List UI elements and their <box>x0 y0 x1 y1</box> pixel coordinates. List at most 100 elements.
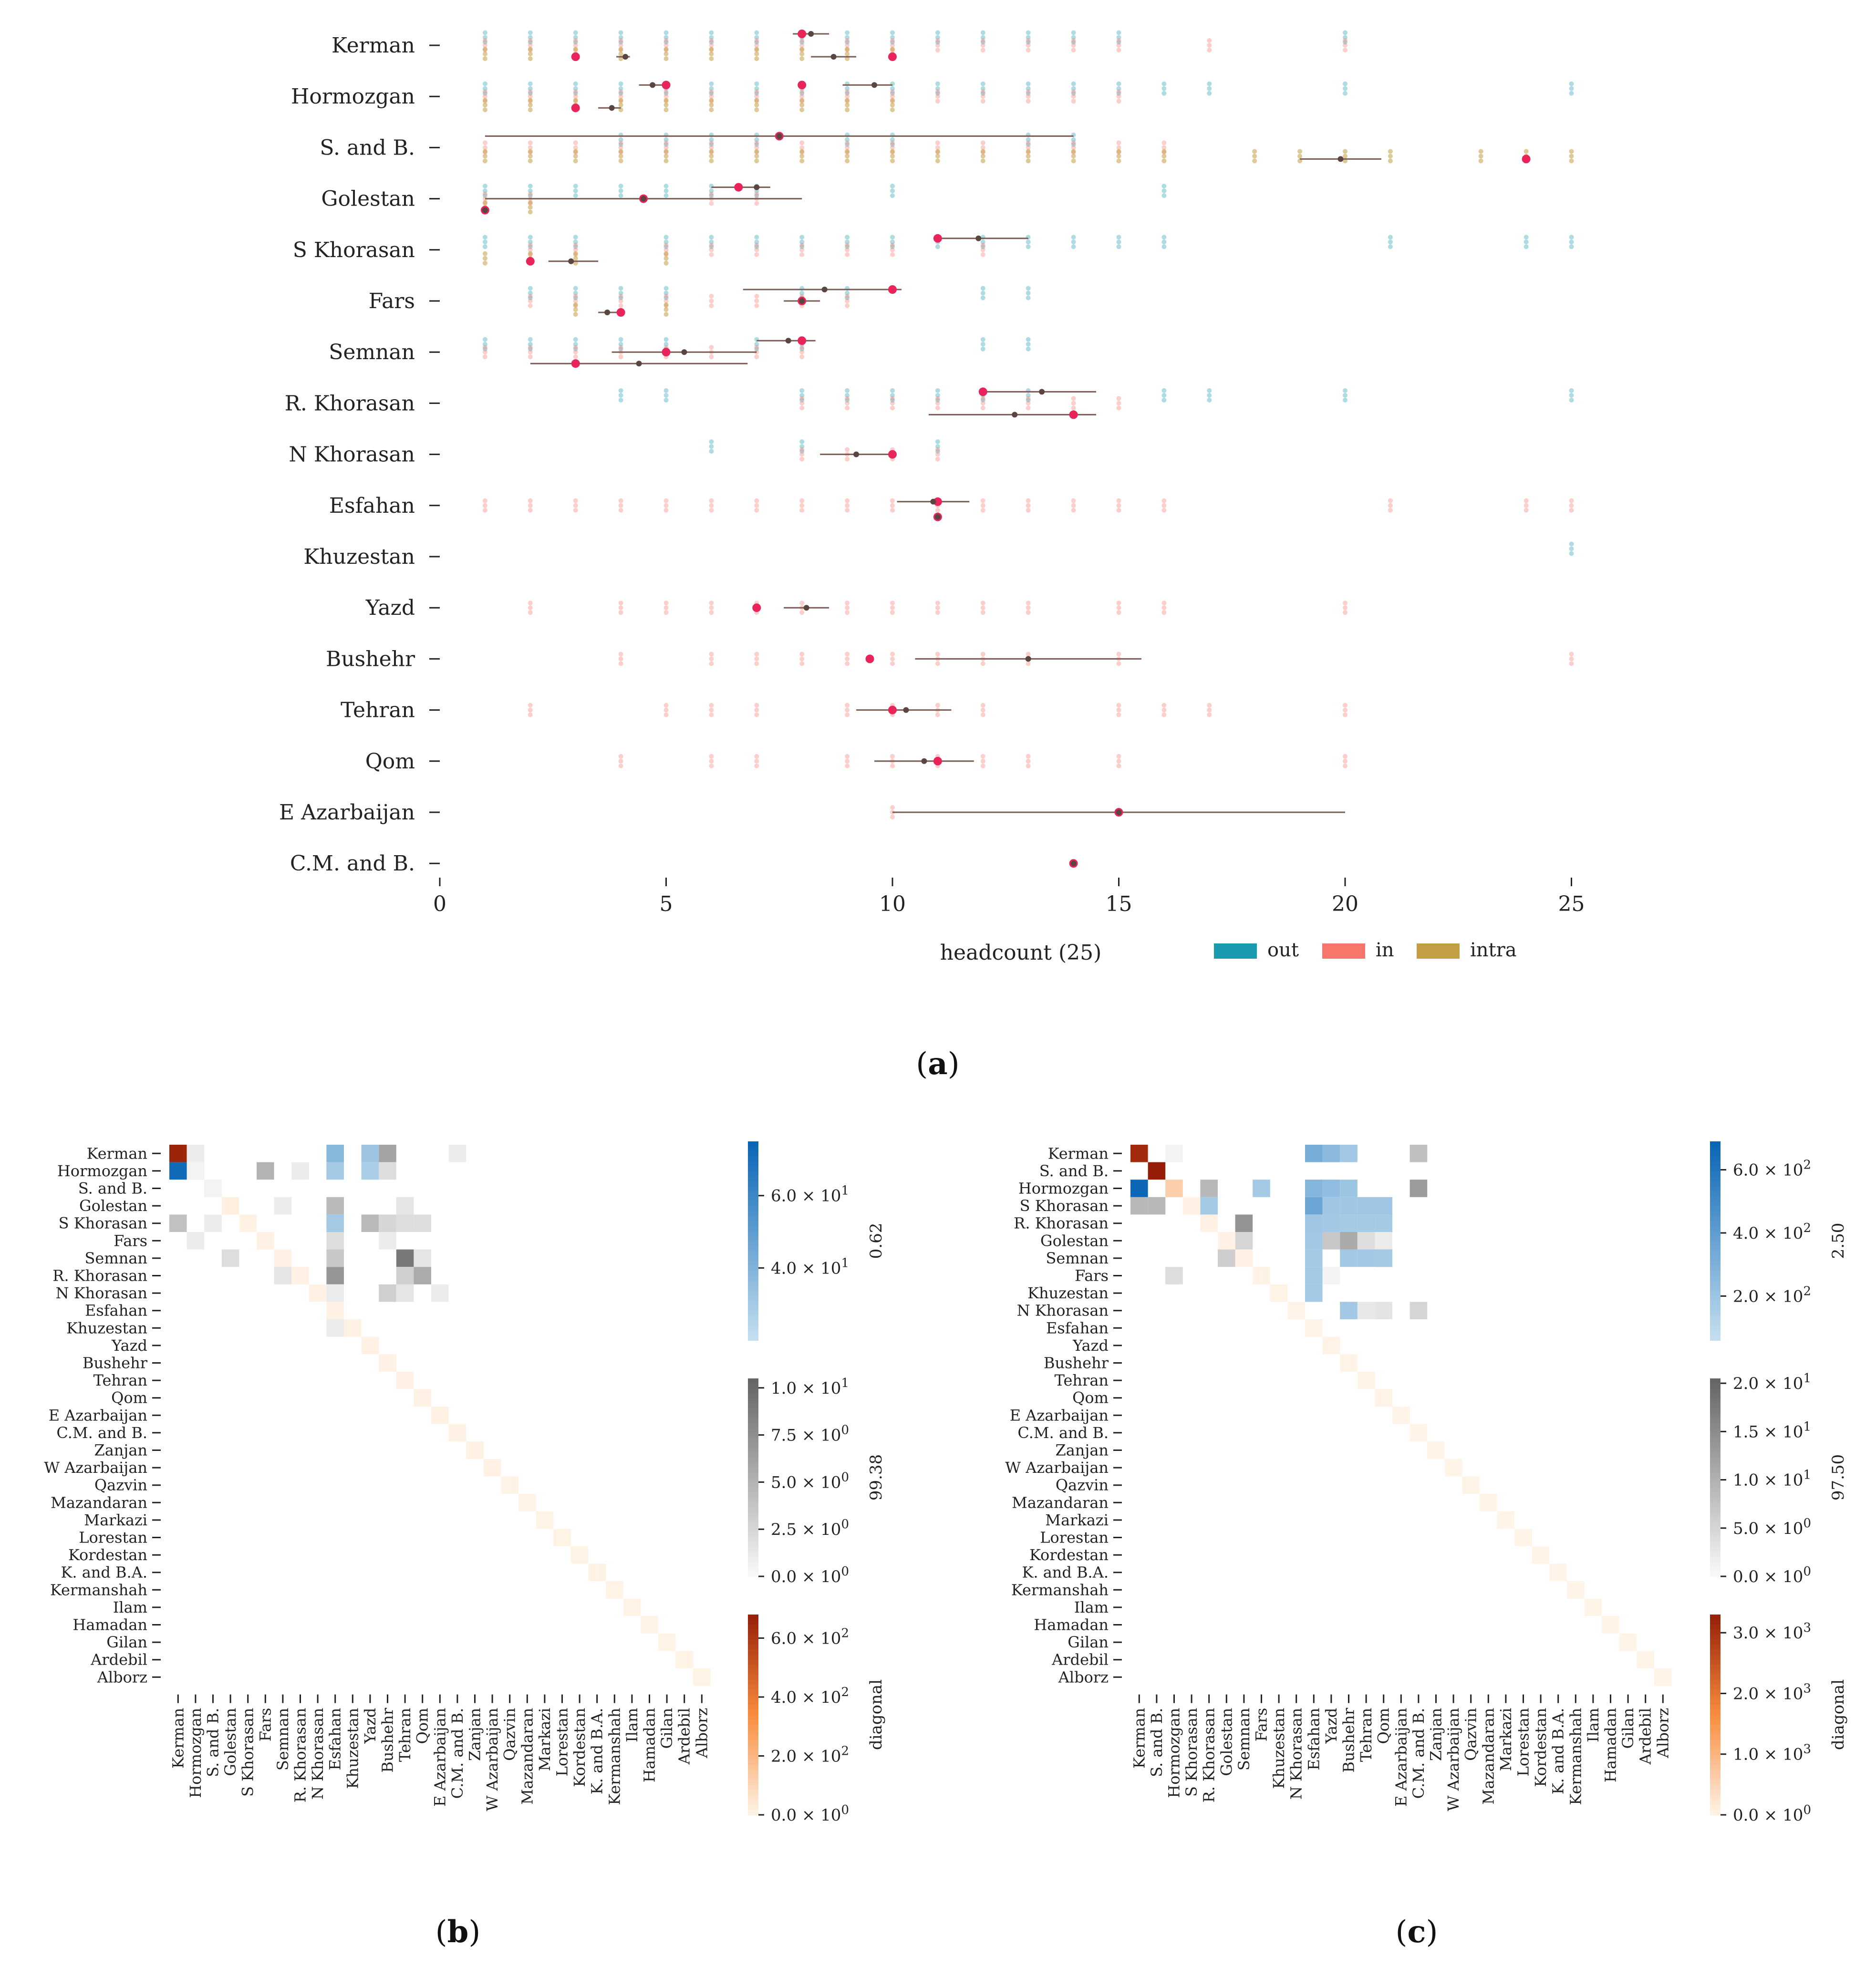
diagonal-cell <box>414 1389 431 1407</box>
in-point <box>980 610 985 615</box>
median-point <box>650 82 656 88</box>
in-point <box>935 712 940 717</box>
in-point <box>1116 405 1121 411</box>
y-tick-label: E Azarbaijan <box>49 1406 147 1424</box>
out-point <box>754 40 759 45</box>
out-point <box>528 193 533 198</box>
colorbar-segment <box>748 1542 758 1547</box>
in-point <box>663 498 669 503</box>
out-point <box>618 40 623 45</box>
out-point <box>1388 235 1393 240</box>
out-point <box>528 286 533 291</box>
grey-cell <box>361 1214 379 1232</box>
intra-point <box>618 52 623 56</box>
out-point <box>1071 40 1076 45</box>
colorbar-segment <box>748 1780 758 1785</box>
in-point <box>1207 38 1212 43</box>
out-point <box>890 40 895 45</box>
in-point <box>618 140 623 145</box>
y-tick-label: S. and B. <box>1039 1162 1109 1180</box>
in-point <box>799 661 805 666</box>
out-point <box>573 342 578 347</box>
grey-cell <box>326 1284 344 1302</box>
in-point <box>935 140 940 145</box>
out-point <box>754 346 759 352</box>
intra-point <box>1026 154 1031 159</box>
intra-point <box>890 98 895 103</box>
in-point <box>980 43 985 48</box>
in-point <box>845 652 850 657</box>
in-point <box>890 38 895 43</box>
out-point <box>1116 91 1121 96</box>
colorbar-tick-label: 5.0 × 100 <box>1733 1516 1811 1538</box>
colorbar-segment <box>1710 1669 1721 1675</box>
y-tick-label: Kermanshah <box>1011 1581 1109 1599</box>
intra-point <box>709 149 714 154</box>
in-point <box>799 242 805 248</box>
out-point <box>528 342 533 347</box>
in-point <box>1026 140 1031 145</box>
x-tick-label: W Azarbaijan <box>483 1708 501 1812</box>
out-point <box>1071 30 1076 35</box>
intra-point <box>754 56 759 61</box>
colorbar-segment <box>1710 1566 1721 1572</box>
out-point <box>1569 91 1574 96</box>
out-point <box>573 35 578 40</box>
colorbar-segment <box>748 1166 758 1172</box>
y-tick-label: C.M. and B. <box>56 1424 147 1442</box>
mean-point <box>1069 410 1078 419</box>
out-point <box>845 235 850 240</box>
out-point <box>663 137 669 142</box>
in-point <box>1524 503 1529 508</box>
colorbar-segment <box>748 1512 758 1518</box>
in-point <box>709 89 714 94</box>
colorbar-segment <box>748 1201 758 1207</box>
colorbar-segment <box>748 1719 758 1725</box>
in-point <box>709 763 714 768</box>
colorbar-title: diagonal <box>867 1679 886 1750</box>
in-point <box>618 754 623 759</box>
colorbar-tick-label: 2.5 × 100 <box>771 1517 849 1539</box>
x-tick-label: R. Khorasan <box>1200 1708 1218 1803</box>
in-point <box>1524 498 1529 503</box>
grey-cell <box>326 1267 344 1284</box>
colorbar-segment <box>748 1393 758 1399</box>
y-tick-label: Lorestan <box>1040 1529 1109 1547</box>
out-point <box>1116 35 1121 40</box>
x-tick-label: Kerman <box>169 1708 187 1769</box>
diagonal-cell <box>623 1598 641 1616</box>
in-point <box>845 89 850 94</box>
colorbar-segment <box>748 1760 758 1765</box>
colorbar-segment <box>748 1800 758 1805</box>
colorbar-tick-label: 2.0 × 102 <box>771 1744 849 1766</box>
in-point <box>980 405 985 411</box>
in-point <box>1116 610 1121 615</box>
diagonal-cell <box>1148 1162 1166 1180</box>
in-point <box>528 498 533 503</box>
diagonal-cell <box>1584 1598 1602 1616</box>
colorbar-segment <box>1710 1438 1721 1443</box>
intra-point <box>754 47 759 52</box>
out-point <box>482 81 487 86</box>
median-point <box>1025 656 1031 662</box>
in-point <box>1388 498 1393 503</box>
in-point <box>1388 503 1393 508</box>
intra-point <box>709 98 714 103</box>
in-point <box>528 600 533 606</box>
colorbar-segment <box>1710 1462 1721 1468</box>
colorbar-segment <box>748 1795 758 1801</box>
median-point <box>830 54 837 60</box>
in-point <box>890 763 895 768</box>
mean-point <box>526 257 535 266</box>
out-point <box>528 35 533 40</box>
intra-point <box>935 158 940 164</box>
intra-point <box>1297 154 1303 159</box>
y-tick-label: S. and B. <box>78 1180 147 1198</box>
in-point <box>754 661 759 666</box>
colorbar-segment <box>1710 1231 1721 1237</box>
out-point <box>1161 244 1167 249</box>
colorbar-segment <box>748 1552 758 1557</box>
diagonal-cell <box>1462 1476 1480 1494</box>
out-point <box>1071 35 1076 40</box>
colorbar-tick-label: 6.0 × 101 <box>771 1184 849 1206</box>
